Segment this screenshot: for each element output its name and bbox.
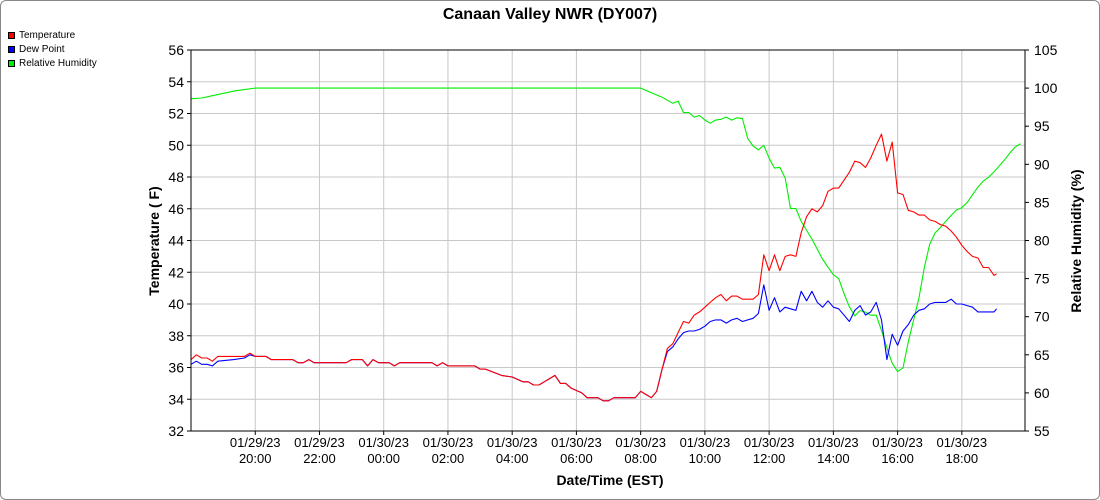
left-tick-label: 56 <box>168 42 184 58</box>
left-tick-label: 46 <box>168 201 184 217</box>
x-tick-label-date: 01/30/23 <box>872 435 923 450</box>
left-y-axis-label: Temperature ( F) <box>146 186 162 295</box>
legend-swatch-dew-point <box>8 45 15 53</box>
left-tick-label: 40 <box>168 296 184 312</box>
series-line-dew-point <box>190 284 998 402</box>
left-tick-label: 42 <box>168 264 184 280</box>
right-tick-label: 80 <box>1034 233 1050 249</box>
x-tick-label-date: 01/29/23 <box>230 435 281 450</box>
x-tick-label-time: 08:00 <box>624 451 657 466</box>
x-tick-label-time: 14:00 <box>817 451 850 466</box>
axis-ticks: 32 34 36 38 40 42 44 46 48 50 52 54 56 55 60 65 70 75 80 85… <box>168 42 1057 466</box>
left-tick-label: 52 <box>168 106 184 122</box>
x-tick-label-date: 01/30/23 <box>358 435 409 450</box>
series-line-temperature <box>190 133 997 402</box>
x-tick-label-time: 22:00 <box>303 451 336 466</box>
x-tick-label-date: 01/30/23 <box>808 435 859 450</box>
x-tick-label-date: 01/30/23 <box>551 435 602 450</box>
legend-swatch-temperature <box>8 31 15 39</box>
x-tick-label-date: 01/30/23 <box>487 435 538 450</box>
right-tick-label: 75 <box>1034 271 1050 287</box>
left-tick-label: 48 <box>168 169 184 185</box>
left-tick-label: 34 <box>168 391 184 407</box>
x-tick-label-date: 01/30/23 <box>937 435 988 450</box>
right-y-axis-label: Relative Humidity (%) <box>1068 169 1084 312</box>
right-tick-label: 70 <box>1034 309 1050 325</box>
x-tick-label-date: 01/29/23 <box>294 435 345 450</box>
x-tick-label-time: 20:00 <box>239 451 272 466</box>
right-tick-label: 95 <box>1034 118 1050 134</box>
right-tick-label: 100 <box>1034 80 1058 96</box>
left-tick-label: 44 <box>168 233 184 249</box>
left-tick-label: 36 <box>168 360 184 376</box>
right-tick-label: 55 <box>1034 423 1050 439</box>
legend-item-relative-humidity: Relative Humidity <box>8 56 97 70</box>
x-tick-label-time: 12:00 <box>753 451 786 466</box>
series-lines <box>190 87 1021 402</box>
right-tick-label: 90 <box>1034 156 1050 172</box>
plot-area-border <box>190 49 1026 432</box>
x-tick-label-date: 01/30/23 <box>680 435 731 450</box>
x-tick-label-time: 04:00 <box>496 451 529 466</box>
legend-label-relative-humidity: Relative Humidity <box>19 57 97 69</box>
legend-item-dew-point: Dew Point <box>8 42 97 56</box>
legend-swatch-relative-humidity <box>8 59 15 67</box>
x-tick-label-time: 10:00 <box>689 451 722 466</box>
left-tick-label: 50 <box>168 137 184 153</box>
legend: Temperature Dew Point Relative Humidity <box>8 28 97 70</box>
legend-item-temperature: Temperature <box>8 28 97 42</box>
x-tick-label-date: 01/30/23 <box>423 435 474 450</box>
right-tick-label: 60 <box>1034 385 1050 401</box>
legend-label-temperature: Temperature <box>19 29 76 41</box>
x-axis-label: Date/Time (EST) <box>556 472 663 488</box>
x-tick-label-time: 18:00 <box>946 451 979 466</box>
series-line-relative-humidity <box>190 87 1021 373</box>
x-tick-label-time: 06:00 <box>560 451 593 466</box>
right-tick-label: 65 <box>1034 347 1050 363</box>
chart-title: Canaan Valley NWR (DY007) <box>443 6 657 23</box>
right-tick-label: 105 <box>1034 42 1058 58</box>
x-tick-label-time: 02:00 <box>432 451 465 466</box>
left-tick-label: 38 <box>168 328 184 344</box>
x-tick-label-time: 16:00 <box>881 451 914 466</box>
left-tick-label: 54 <box>168 74 184 90</box>
right-tick-label: 85 <box>1034 194 1050 210</box>
x-tick-label-date: 01/30/23 <box>744 435 795 450</box>
legend-label-dew-point: Dew Point <box>19 43 65 55</box>
x-tick-label-date: 01/30/23 <box>615 435 666 450</box>
left-tick-label: 32 <box>168 423 184 439</box>
x-tick-label-time: 00:00 <box>367 451 400 466</box>
grid <box>191 49 1025 432</box>
